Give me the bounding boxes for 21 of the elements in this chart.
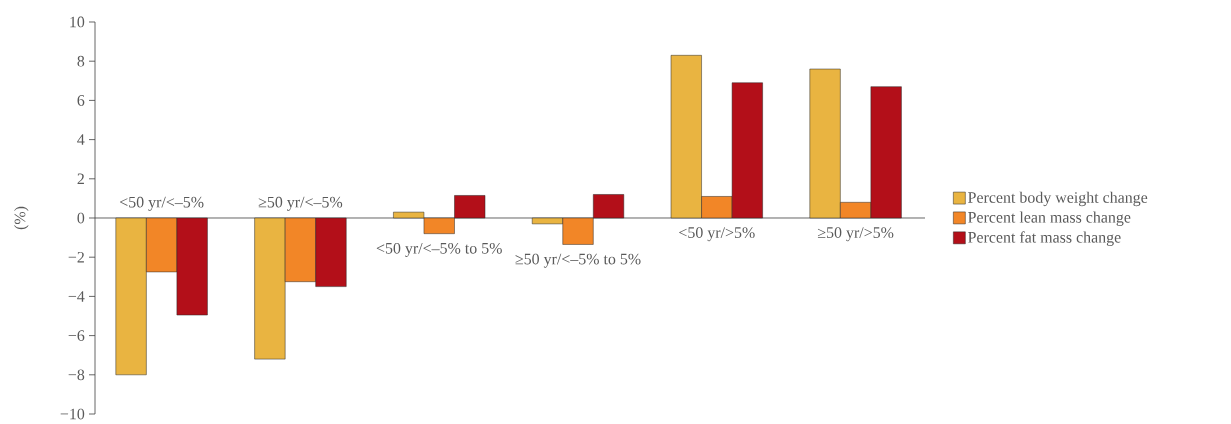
y-tick-label: −4	[68, 291, 85, 302]
x-tick-label: ≥50 yr/<–5%	[258, 196, 343, 211]
x-tick-label: ≥50 yr/<–5% to 5%	[515, 253, 641, 268]
y-tick-label: −8	[68, 369, 85, 381]
y-tick-label: −2	[68, 251, 84, 263]
y-tick-label: −10	[60, 408, 85, 420]
y-tick-label: 4	[77, 134, 85, 145]
y-tick-label: 2	[77, 173, 84, 185]
x-tick-label: ≥50 yr/>5%	[817, 227, 894, 242]
x-tick-label: <50 yr/>5%	[679, 227, 755, 242]
y-axis-title: (%)	[14, 206, 29, 230]
y-tick-label: 8	[77, 55, 85, 67]
x-tick-label: <50 yr/<–5%	[120, 196, 204, 211]
y-tick-label: 6	[77, 95, 85, 106]
legend-label: Percent lean mass change	[968, 211, 1131, 226]
legend-label: Percent fat mass change	[968, 231, 1121, 246]
y-tick-label: −6	[68, 330, 85, 341]
legend-label: Percent body weight change	[968, 191, 1148, 207]
y-tick-label: 10	[70, 16, 85, 28]
x-tick-label: <50 yr/<–5% to 5%	[376, 242, 502, 257]
y-tick-label: 0	[77, 212, 85, 224]
